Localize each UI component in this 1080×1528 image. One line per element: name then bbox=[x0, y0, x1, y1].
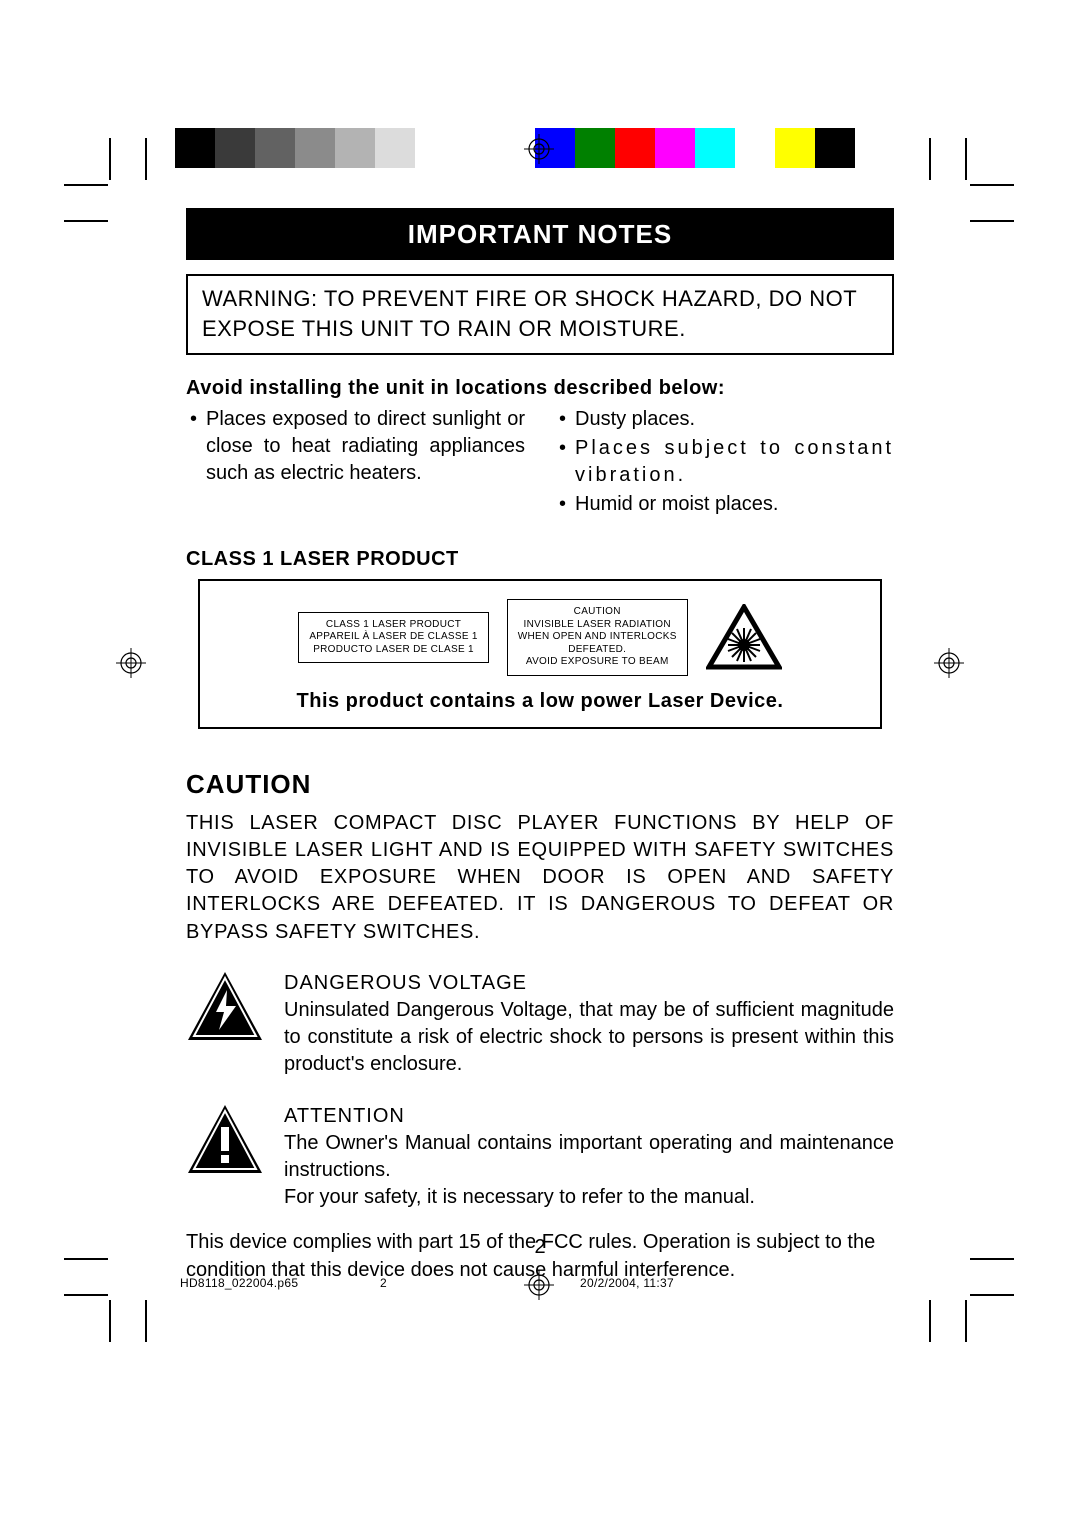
crop-mark bbox=[970, 184, 1014, 186]
crop-mark bbox=[64, 1294, 108, 1296]
laser-message: This product contains a low power Laser … bbox=[220, 690, 860, 713]
swatch bbox=[375, 128, 415, 168]
page-title: IMPORTANT NOTES bbox=[186, 208, 894, 260]
swatch bbox=[335, 128, 375, 168]
swatch bbox=[415, 128, 455, 168]
label-line: APPAREIL À LASER DE CLASSE 1 bbox=[309, 631, 477, 644]
crop-mark bbox=[929, 138, 931, 180]
page-number: 2 bbox=[0, 1236, 1080, 1259]
swatch bbox=[575, 128, 615, 168]
crop-mark bbox=[970, 1258, 1014, 1260]
laser-labels-row: CLASS 1 LASER PRODUCT APPAREIL À LASER D… bbox=[220, 599, 860, 676]
avoid-right-list: Dusty places. Places subject to constant… bbox=[555, 406, 894, 520]
block-heading: ATTENTION bbox=[284, 1103, 894, 1130]
swatch bbox=[615, 128, 655, 168]
registration-mark-icon bbox=[934, 648, 964, 678]
swatch bbox=[695, 128, 735, 168]
document-body: IMPORTANT NOTES WARNING: TO PREVENT FIRE… bbox=[186, 208, 894, 1284]
swatch bbox=[735, 128, 775, 168]
crop-mark bbox=[970, 220, 1014, 222]
dangerous-voltage-text: DANGEROUS VOLTAGE Uninsulated Dangerous … bbox=[284, 970, 894, 1079]
attention-text: ATTENTION The Owner's Manual contains im… bbox=[284, 1103, 894, 1212]
list-item: Dusty places. bbox=[555, 406, 894, 433]
list-item: Places exposed to direct sunlight or clo… bbox=[186, 406, 525, 487]
crop-mark bbox=[145, 138, 147, 180]
swatch bbox=[815, 128, 855, 168]
crop-mark bbox=[109, 1300, 111, 1342]
crop-mark bbox=[64, 220, 108, 222]
dangerous-voltage-block: DANGEROUS VOLTAGE Uninsulated Dangerous … bbox=[186, 970, 894, 1079]
swatch bbox=[655, 128, 695, 168]
crop-mark bbox=[970, 1294, 1014, 1296]
swatch bbox=[295, 128, 335, 168]
footer-filename: HD8118_022004.p65 bbox=[180, 1276, 298, 1290]
warning-box: WARNING: TO PREVENT FIRE OR SHOCK HAZARD… bbox=[186, 274, 894, 355]
crop-mark bbox=[965, 138, 967, 180]
crop-mark bbox=[109, 138, 111, 180]
color-bar bbox=[175, 128, 855, 168]
attention-block: ATTENTION The Owner's Manual contains im… bbox=[186, 1103, 894, 1212]
caution-heading: CAUTION bbox=[186, 769, 894, 800]
voltage-icon bbox=[186, 970, 264, 1042]
crop-mark bbox=[145, 1300, 147, 1342]
block-heading: DANGEROUS VOLTAGE bbox=[284, 970, 894, 997]
registration-mark-icon bbox=[524, 1270, 554, 1300]
avoid-left-list: Places exposed to direct sunlight or clo… bbox=[186, 406, 525, 520]
crop-mark bbox=[64, 184, 108, 186]
crop-mark bbox=[929, 1300, 931, 1342]
class1-label-box: CLASS 1 LASER PRODUCT APPAREIL À LASER D… bbox=[298, 612, 488, 664]
footer-page: 2 bbox=[380, 1276, 387, 1290]
attention-icon bbox=[186, 1103, 264, 1175]
class1-heading: CLASS 1 LASER PRODUCT bbox=[186, 548, 894, 571]
swatch bbox=[215, 128, 255, 168]
label-line: PRODUCTO LASER DE CLASE 1 bbox=[309, 644, 477, 657]
list-item: Places subject to constant vibration. bbox=[555, 435, 894, 489]
swatch bbox=[175, 128, 215, 168]
list-item: Humid or moist places. bbox=[555, 491, 894, 518]
avoid-columns: Places exposed to direct sunlight or clo… bbox=[186, 406, 894, 520]
label-line: INVISIBLE LASER RADIATION bbox=[518, 619, 677, 632]
block-body: For your safety, it is necessary to refe… bbox=[284, 1184, 894, 1211]
crop-mark bbox=[965, 1300, 967, 1342]
block-body: The Owner's Manual contains important op… bbox=[284, 1130, 894, 1184]
label-line: AVOID EXPOSURE TO BEAM bbox=[518, 656, 677, 669]
footer-date: 20/2/2004, 11:37 bbox=[580, 1276, 674, 1290]
block-body: Uninsulated Dangerous Voltage, that may … bbox=[284, 997, 894, 1079]
label-line: WHEN OPEN AND INTERLOCKS bbox=[518, 631, 677, 644]
crop-mark bbox=[64, 1258, 108, 1260]
swatch bbox=[255, 128, 295, 168]
label-line: DEFEATED. bbox=[518, 644, 677, 657]
label-line: CLASS 1 LASER PRODUCT bbox=[309, 619, 477, 632]
caution-body: THIS LASER COMPACT DISC PLAYER FUNCTIONS… bbox=[186, 810, 894, 946]
label-line: CAUTION bbox=[518, 606, 677, 619]
laser-burst-icon bbox=[706, 604, 782, 672]
registration-mark-icon bbox=[524, 134, 554, 164]
registration-mark-icon bbox=[116, 648, 146, 678]
caution-label-box: CAUTION INVISIBLE LASER RADIATION WHEN O… bbox=[507, 599, 688, 676]
laser-info-box: CLASS 1 LASER PRODUCT APPAREIL À LASER D… bbox=[198, 579, 882, 729]
swatch bbox=[775, 128, 815, 168]
avoid-heading: Avoid installing the unit in locations d… bbox=[186, 377, 894, 400]
swatch bbox=[455, 128, 495, 168]
